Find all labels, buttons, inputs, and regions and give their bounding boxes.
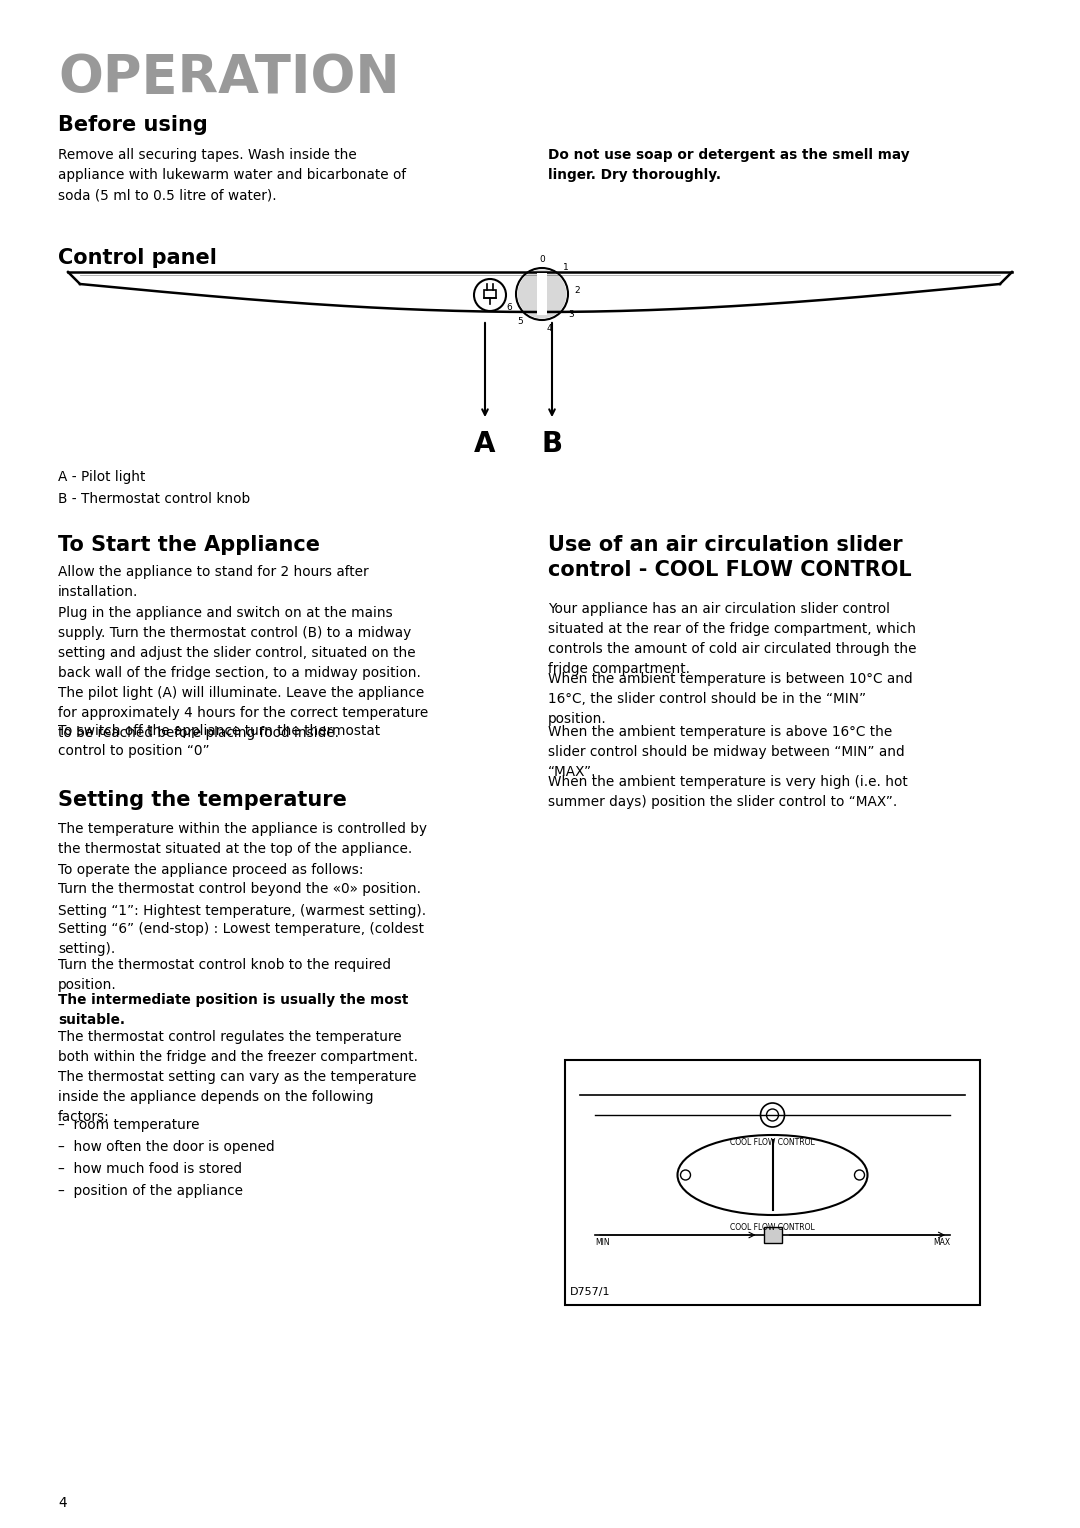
Text: Your appliance has an air circulation slider control
situated at the rear of the: Your appliance has an air circulation sl… xyxy=(548,602,917,677)
Text: control - COOL FLOW CONTROL: control - COOL FLOW CONTROL xyxy=(548,559,912,581)
Text: Turn the thermostat control beyond the «0» position.: Turn the thermostat control beyond the «… xyxy=(58,882,421,895)
Bar xyxy=(484,290,496,298)
Text: The temperature within the appliance is controlled by
the thermostat situated at: The temperature within the appliance is … xyxy=(58,822,427,856)
Text: 3: 3 xyxy=(568,310,573,318)
Text: Setting “1”: Hightest temperature, (warmest setting).: Setting “1”: Hightest temperature, (warm… xyxy=(58,905,427,918)
Text: –  position of the appliance: – position of the appliance xyxy=(58,1184,243,1198)
Text: To switch off the appliance turn the thermostat
control to position “0”: To switch off the appliance turn the the… xyxy=(58,724,380,758)
Text: –  how much food is stored: – how much food is stored xyxy=(58,1161,242,1177)
Text: To operate the appliance proceed as follows:: To operate the appliance proceed as foll… xyxy=(58,863,364,877)
Text: COOL FLOW CONTROL: COOL FLOW CONTROL xyxy=(730,1138,815,1148)
Text: Setting “6” (end-stop) : Lowest temperature, (coldest
setting).: Setting “6” (end-stop) : Lowest temperat… xyxy=(58,921,424,957)
Text: Plug in the appliance and switch on at the mains
supply. Turn the thermostat con: Plug in the appliance and switch on at t… xyxy=(58,607,429,740)
Text: The thermostat control regulates the temperature
both within the fridge and the : The thermostat control regulates the tem… xyxy=(58,1030,418,1125)
Text: 6: 6 xyxy=(507,303,512,312)
Text: B: B xyxy=(541,429,563,458)
Text: 4: 4 xyxy=(58,1496,67,1510)
Text: Before using: Before using xyxy=(58,115,207,134)
Text: 1: 1 xyxy=(563,263,568,272)
Text: When the ambient temperature is very high (i.e. hot
summer days) position the sl: When the ambient temperature is very hig… xyxy=(548,775,908,808)
Text: 4: 4 xyxy=(546,324,552,333)
Circle shape xyxy=(517,269,567,318)
Text: COOL FLOW CONTROL: COOL FLOW CONTROL xyxy=(730,1222,815,1232)
Text: –  how often the door is opened: – how often the door is opened xyxy=(58,1140,274,1154)
Bar xyxy=(537,274,546,315)
Text: A: A xyxy=(474,429,496,458)
Bar xyxy=(565,1060,980,1305)
Text: When the ambient temperature is above 16°C the
slider control should be midway b: When the ambient temperature is above 16… xyxy=(548,724,905,779)
Text: Turn the thermostat control knob to the required
position.: Turn the thermostat control knob to the … xyxy=(58,958,391,992)
Text: A - Pilot light: A - Pilot light xyxy=(58,471,146,484)
Text: The intermediate position is usually the most
suitable.: The intermediate position is usually the… xyxy=(58,993,408,1027)
Text: Use of an air circulation slider: Use of an air circulation slider xyxy=(548,535,903,555)
Text: MAX: MAX xyxy=(933,1238,950,1247)
Bar xyxy=(764,1227,782,1242)
Text: D757/1: D757/1 xyxy=(570,1287,610,1297)
Text: Setting the temperature: Setting the temperature xyxy=(58,790,347,810)
Text: –  room temperature: – room temperature xyxy=(58,1118,200,1132)
Text: MIN: MIN xyxy=(595,1238,609,1247)
Text: When the ambient temperature is between 10°C and
16°C, the slider control should: When the ambient temperature is between … xyxy=(548,672,913,726)
Text: To Start the Appliance: To Start the Appliance xyxy=(58,535,320,555)
Circle shape xyxy=(680,1170,690,1180)
Text: 5: 5 xyxy=(517,318,524,325)
Circle shape xyxy=(854,1170,864,1180)
Text: OPERATION: OPERATION xyxy=(58,52,400,104)
Text: 2: 2 xyxy=(575,286,580,295)
Text: B - Thermostat control knob: B - Thermostat control knob xyxy=(58,492,251,506)
Text: Remove all securing tapes. Wash inside the
appliance with lukewarm water and bic: Remove all securing tapes. Wash inside t… xyxy=(58,148,406,202)
Text: Control panel: Control panel xyxy=(58,248,217,267)
Text: 0: 0 xyxy=(539,255,545,263)
Text: Do not use soap or detergent as the smell may
linger. Dry thoroughly.: Do not use soap or detergent as the smel… xyxy=(548,148,909,182)
Text: Allow the appliance to stand for 2 hours after
installation.: Allow the appliance to stand for 2 hours… xyxy=(58,565,368,599)
